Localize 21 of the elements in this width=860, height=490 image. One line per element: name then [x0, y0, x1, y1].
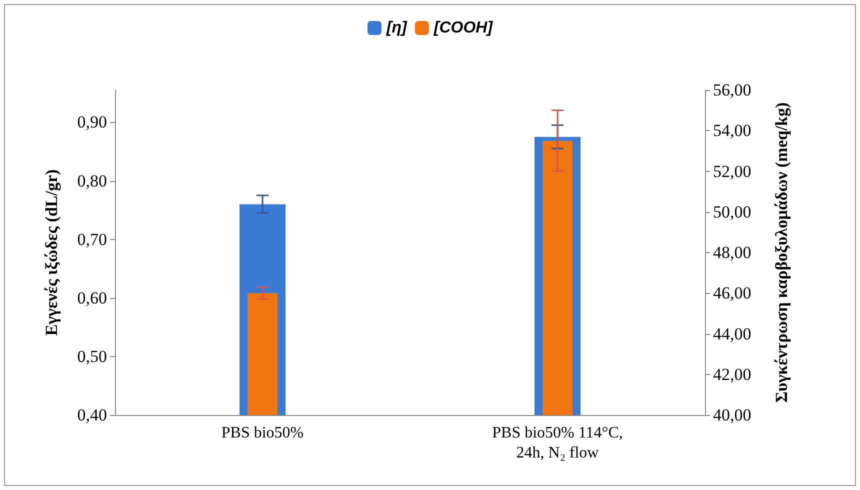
legend-label: [COOH] [432, 20, 494, 36]
y2-tick-label: 44,00 [713, 324, 752, 344]
y-tick-label: 0,80 [77, 171, 107, 190]
y2-tick-label: 42,00 [713, 364, 752, 384]
y-tick-label: 0,60 [77, 288, 107, 308]
y-tick-label: 0,90 [77, 112, 107, 132]
y2-tick-label: 46,00 [713, 284, 752, 303]
y-tick-label: 0,40 [77, 406, 107, 424]
y2-tick-label: 50,00 [713, 202, 752, 222]
y-tick-label: 0,50 [77, 346, 107, 366]
y-tick-label: 0,70 [77, 230, 107, 249]
y2-tick-label: 52,00 [713, 162, 752, 181]
legend-label: [η] [385, 20, 408, 36]
y2-tick-label: 40,00 [713, 406, 752, 424]
x-tick-label: PBS bio50% [221, 424, 304, 442]
y2-axis-title: Συγκέντρωση καρβοξυλομάδων (meq/kg) [772, 102, 791, 403]
y2-tick-label: 48,00 [713, 243, 752, 262]
y-axis-title: Εγγενές ιξώδες (dL/gr) [42, 169, 61, 336]
x-tick-label: PBS bio50% 114°C, 24h, N₂ flow [492, 424, 623, 462]
y2-tick-label: 54,00 [713, 121, 752, 140]
y2-tick-label: 56,00 [713, 80, 752, 100]
